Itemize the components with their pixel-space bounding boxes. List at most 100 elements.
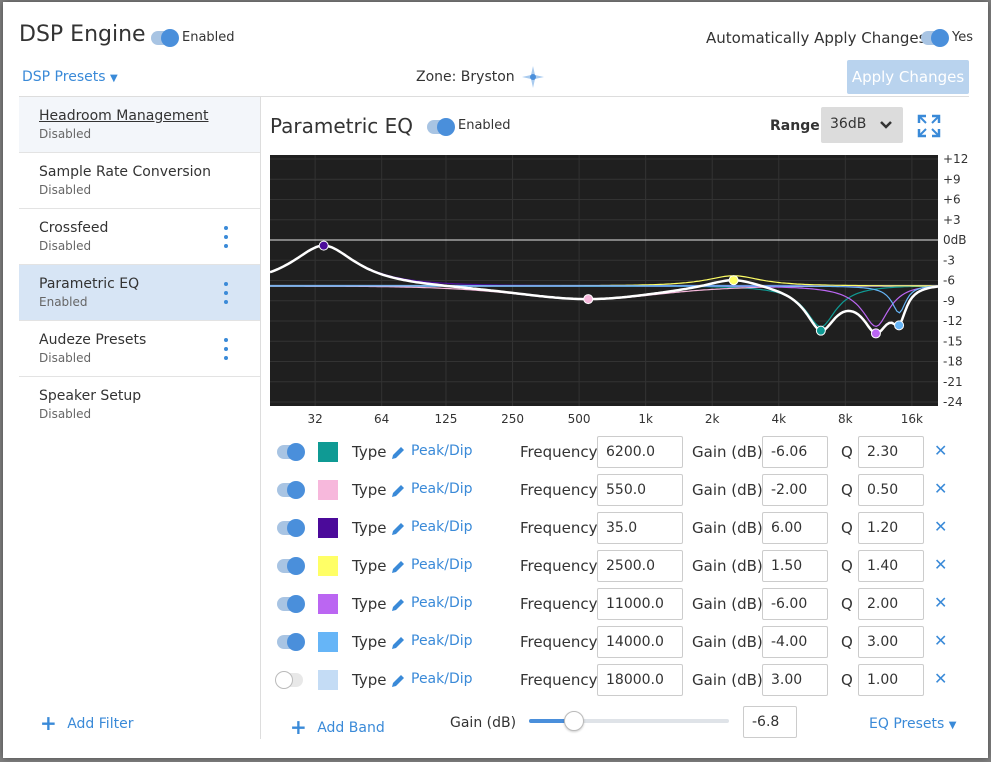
remove-band-icon[interactable]: ✕ <box>934 631 948 650</box>
preamp-gain-input[interactable]: -6.8 <box>743 706 797 738</box>
pencil-icon[interactable] <box>390 635 406 651</box>
sidebar-item-crossfeed[interactable]: Crossfeed Disabled <box>19 209 260 265</box>
band-enabled-toggle[interactable] <box>277 557 305 575</box>
frequency-input[interactable]: 35.0 <box>597 512 683 544</box>
pencil-icon[interactable] <box>390 445 406 461</box>
x-tick-label: 4k <box>771 412 786 426</box>
pencil-icon[interactable] <box>390 521 406 537</box>
eq-band-row: Type Peak/Dip Frequency 6200.0 Gain (dB)… <box>270 436 970 468</box>
frequency-input[interactable]: 11000.0 <box>597 588 683 620</box>
gain-input[interactable]: -4.00 <box>762 626 828 658</box>
band-handle[interactable] <box>815 325 826 336</box>
auto-apply-value: Yes <box>952 30 973 45</box>
zone-sparkle-icon[interactable] <box>521 65 545 89</box>
eq-band-row: Type Peak/Dip Frequency 18000.0 Gain (dB… <box>270 664 970 696</box>
pencil-icon[interactable] <box>390 559 406 575</box>
band-handle[interactable] <box>318 240 329 251</box>
band-enabled-toggle[interactable] <box>277 481 305 499</box>
frequency-input[interactable]: 6200.0 <box>597 436 683 468</box>
sidebar-item-sample-rate[interactable]: Sample Rate Conversion Disabled <box>19 153 260 209</box>
frequency-input[interactable]: 550.0 <box>597 474 683 506</box>
more-options-icon[interactable] <box>223 282 229 304</box>
q-input[interactable]: 2.00 <box>858 588 924 620</box>
band-color-swatch[interactable] <box>318 632 338 652</box>
gain-input[interactable]: -2.00 <box>762 474 828 506</box>
slider-handle[interactable] <box>564 711 584 731</box>
band-handle[interactable] <box>583 294 594 305</box>
pencil-icon[interactable] <box>390 483 406 499</box>
band-enabled-toggle[interactable] <box>277 633 305 651</box>
pencil-icon[interactable] <box>390 673 406 689</box>
band-enabled-toggle[interactable] <box>277 595 305 613</box>
band-color-swatch[interactable] <box>318 442 338 462</box>
band-type-value[interactable]: Peak/Dip <box>411 481 473 497</box>
frequency-input[interactable]: 2500.0 <box>597 550 683 582</box>
preamp-gain-slider[interactable] <box>529 711 729 731</box>
q-input[interactable]: 1.20 <box>858 512 924 544</box>
add-band-button[interactable]: + Add Band <box>290 715 385 739</box>
band-color-swatch[interactable] <box>318 670 338 690</box>
gain-input[interactable]: -6.06 <box>762 436 828 468</box>
x-tick-label: 8k <box>838 412 853 426</box>
eq-presets-dropdown[interactable]: EQ Presets ▼ <box>869 716 956 732</box>
band-type-value[interactable]: Peak/Dip <box>411 443 473 459</box>
dsp-presets-dropdown[interactable]: DSP Presets ▼ <box>22 69 118 85</box>
range-select[interactable]: 36dB <box>821 107 903 143</box>
eq-band-row: Type Peak/Dip Frequency 35.0 Gain (dB) 6… <box>270 512 970 544</box>
remove-band-icon[interactable]: ✕ <box>934 441 948 460</box>
band-handle[interactable] <box>728 275 739 286</box>
band-enabled-toggle[interactable] <box>277 443 305 461</box>
sidebar-item-audeze-presets[interactable]: Audeze Presets Disabled <box>19 321 260 377</box>
band-color-swatch[interactable] <box>318 480 338 500</box>
remove-band-icon[interactable]: ✕ <box>934 555 948 574</box>
x-tick-label: 64 <box>374 412 389 426</box>
band-type-value[interactable]: Peak/Dip <box>411 519 473 535</box>
remove-band-icon[interactable]: ✕ <box>934 669 948 688</box>
band-type-label: Type <box>352 519 387 537</box>
dsp-enabled-toggle[interactable] <box>151 29 179 47</box>
sidebar-item-headroom[interactable]: Headroom Management Disabled <box>19 97 260 153</box>
plus-icon: + <box>290 715 307 739</box>
q-input[interactable]: 3.00 <box>858 626 924 658</box>
x-tick-label: 32 <box>307 412 322 426</box>
band-enabled-toggle[interactable] <box>275 671 303 689</box>
gain-input[interactable]: 6.00 <box>762 512 828 544</box>
remove-band-icon[interactable]: ✕ <box>934 479 948 498</box>
band-handle[interactable] <box>870 328 881 339</box>
q-input[interactable]: 0.50 <box>858 474 924 506</box>
q-input[interactable]: 1.00 <box>858 664 924 696</box>
sidebar-item-speaker-setup[interactable]: Speaker Setup Disabled <box>19 377 260 432</box>
q-input[interactable]: 2.30 <box>858 436 924 468</box>
gain-input[interactable]: -6.00 <box>762 588 828 620</box>
remove-band-icon[interactable]: ✕ <box>934 517 948 536</box>
auto-apply-toggle[interactable] <box>921 29 949 47</box>
pencil-icon[interactable] <box>390 597 406 613</box>
more-options-icon[interactable] <box>223 226 229 248</box>
eq-enabled-toggle[interactable] <box>427 118 455 136</box>
remove-band-icon[interactable]: ✕ <box>934 593 948 612</box>
more-options-icon[interactable] <box>223 338 229 360</box>
band-color-swatch[interactable] <box>318 556 338 576</box>
band-type-value[interactable]: Peak/Dip <box>411 671 473 687</box>
sidebar-item-parametric-eq[interactable]: Parametric EQ Enabled <box>19 265 260 321</box>
eq-graph[interactable] <box>269 155 939 406</box>
frequency-input[interactable]: 18000.0 <box>597 664 683 696</box>
gain-input[interactable]: 1.50 <box>762 550 828 582</box>
fullscreen-icon[interactable] <box>917 114 941 138</box>
band-handle[interactable] <box>894 320 905 331</box>
frequency-input[interactable]: 14000.0 <box>597 626 683 658</box>
q-input[interactable]: 1.40 <box>858 550 924 582</box>
band-color-swatch[interactable] <box>318 518 338 538</box>
dsp-presets-label: DSP Presets <box>22 69 106 85</box>
range-value: 36dB <box>830 116 867 132</box>
band-type-value[interactable]: Peak/Dip <box>411 633 473 649</box>
gain-input[interactable]: 3.00 <box>762 664 828 696</box>
add-filter-button[interactable]: + Add Filter <box>40 711 133 735</box>
band-color-swatch[interactable] <box>318 594 338 614</box>
add-filter-label: Add Filter <box>67 716 134 732</box>
apply-changes-button[interactable]: Apply Changes <box>847 60 969 94</box>
band-enabled-toggle[interactable] <box>277 519 305 537</box>
band-type-value[interactable]: Peak/Dip <box>411 557 473 573</box>
y-tick-label: -9 <box>943 294 955 308</box>
band-type-value[interactable]: Peak/Dip <box>411 595 473 611</box>
